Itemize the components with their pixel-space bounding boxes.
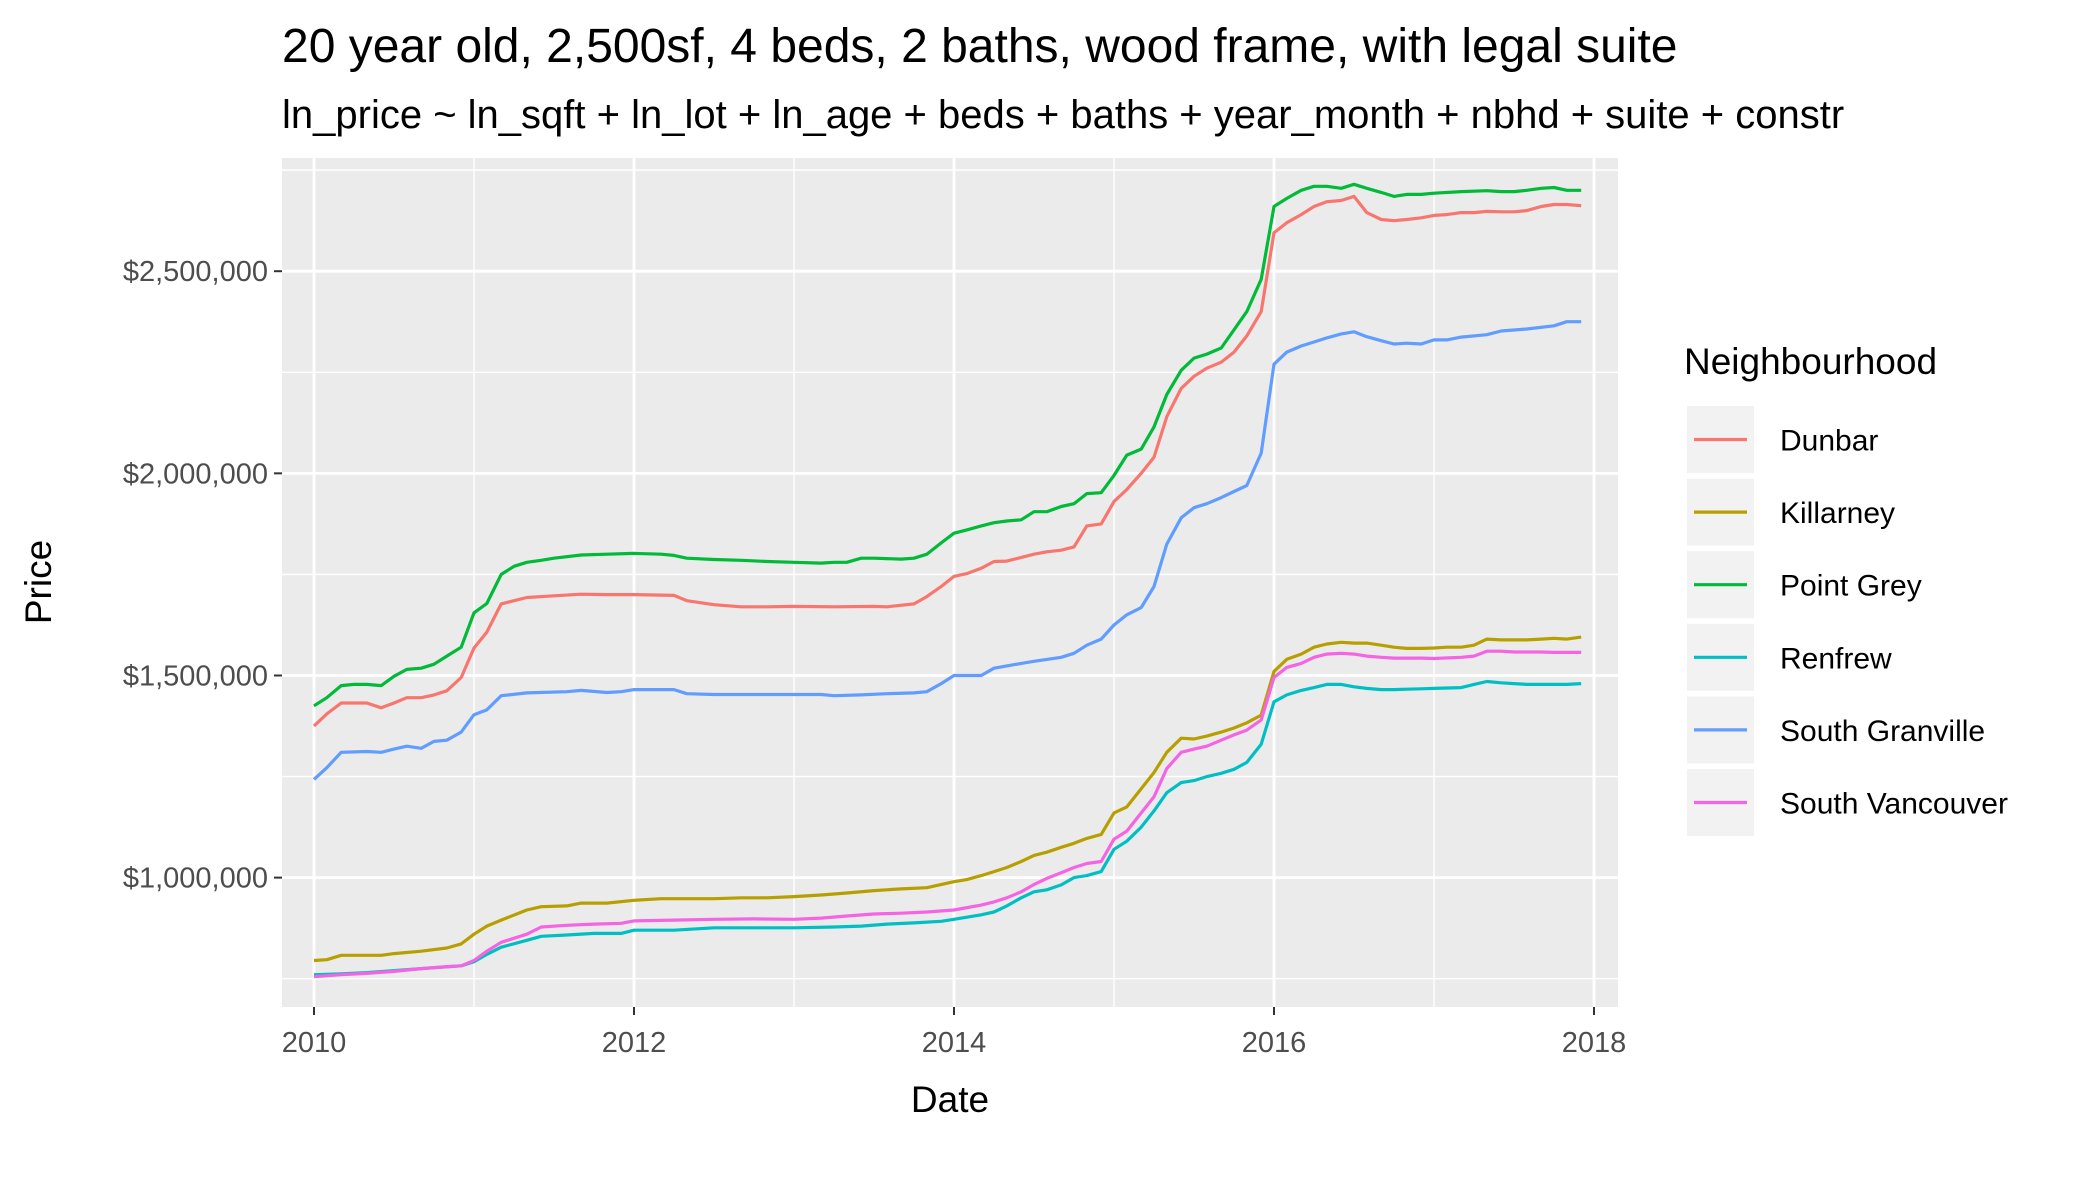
y-axis-title: Price xyxy=(18,540,59,624)
x-axis: 2010 2012 2014 2016 2018 xyxy=(282,1007,1627,1059)
x-tick-label: 2016 xyxy=(1242,1027,1307,1059)
legend-label-point-grey: Point Grey xyxy=(1780,570,1922,603)
x-axis-title: Date xyxy=(911,1079,989,1120)
series-lines xyxy=(312,182,1582,979)
series-line-south-granville xyxy=(312,320,1582,781)
legend-title: Neighbourhood xyxy=(1684,341,1937,382)
y-tick-label: $2,000,000 xyxy=(123,458,268,490)
grid-minor xyxy=(282,158,1618,1007)
plot-panel xyxy=(282,158,1618,1007)
grid-major xyxy=(282,158,1618,1007)
series-line-south-vancouver xyxy=(313,649,1582,979)
x-tick-label: 2012 xyxy=(602,1027,667,1059)
legend-label-dunbar: Dunbar xyxy=(1780,425,1878,458)
series-line-point-grey xyxy=(313,182,1582,708)
series-line-renfrew xyxy=(313,679,1582,977)
y-tick-label: $1,000,000 xyxy=(123,863,268,895)
x-tick-label: 2014 xyxy=(922,1027,987,1059)
series-line-dunbar xyxy=(312,194,1582,728)
legend-label-south-granville: South Granville xyxy=(1780,715,1985,748)
y-axis: $1,000,000 $1,500,000 $2,000,000 $2,500,000 xyxy=(123,256,282,895)
x-tick-label: 2018 xyxy=(1562,1027,1627,1059)
y-tick-label: $1,500,000 xyxy=(123,660,268,692)
series-line-killarney xyxy=(313,635,1582,963)
legend-label-killarney: Killarney xyxy=(1780,497,1895,530)
legend-label-south-vancouver: South Vancouver xyxy=(1780,788,2008,821)
chart-subtitle: ln_price ~ ln_sqft + ln_lot + ln_age + b… xyxy=(282,93,1844,137)
chart-title: 20 year old, 2,500sf, 4 beds, 2 baths, w… xyxy=(282,20,1678,73)
legend-label-renfrew: Renfrew xyxy=(1780,642,1892,675)
y-tick-label: $2,500,000 xyxy=(123,256,268,288)
x-tick-label: 2010 xyxy=(282,1027,347,1059)
legend: Neighbourhood Dunbar Killarney Point Grey R… xyxy=(1684,341,2008,836)
